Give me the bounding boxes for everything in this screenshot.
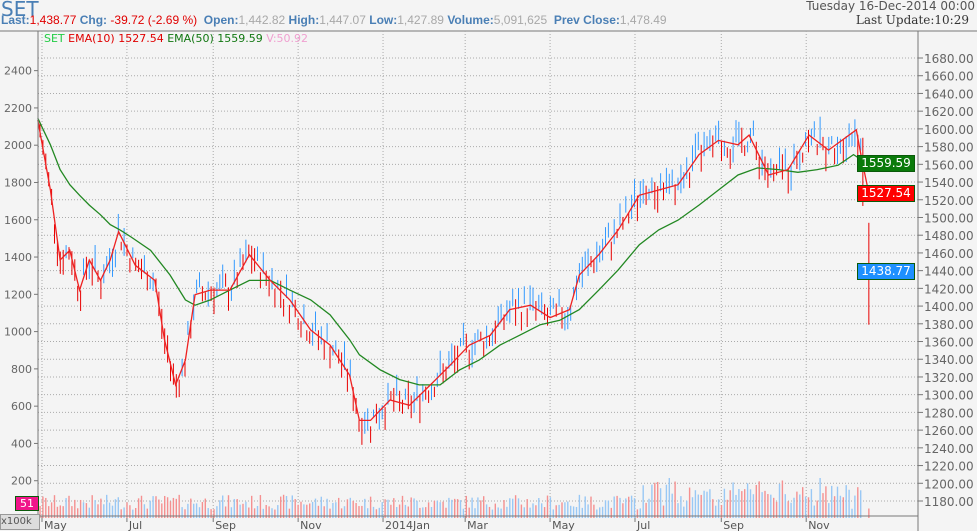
right-axis-label: 1640.00 <box>924 87 974 101</box>
right-axis-label: 1200.00 <box>924 477 974 491</box>
right-axis-label: 1400.00 <box>924 300 974 314</box>
left-axis-label: 1000 <box>4 326 32 339</box>
right-axis-label: 1600.00 <box>924 123 974 137</box>
x-axis-label: 2014Jan <box>385 519 430 531</box>
volume-label: Volume: <box>447 13 494 27</box>
left-axis-label: 1400 <box>4 251 32 264</box>
ema50-price-badge: 1559.59 <box>857 155 915 172</box>
left-axis-label: 600 <box>11 400 32 413</box>
prev-close-value: 1,478.49 <box>619 13 667 27</box>
chg-value: -39.72 (-2.69 %) <box>110 13 198 27</box>
last-value: 1,438.77 <box>29 13 77 27</box>
left-axis-label: 2200 <box>4 102 32 115</box>
right-axis-label: 1280.00 <box>924 406 974 420</box>
legend-ema10: EMA(10) 1527.54 <box>68 32 164 45</box>
x-axis-label: Sep <box>723 519 744 531</box>
low-label: Low: <box>369 13 398 27</box>
ema50-line <box>37 117 870 386</box>
x-axis-label: Nov <box>808 519 830 531</box>
left-axis-label: 2000 <box>4 139 32 152</box>
legend-ema50: EMA(50) 1559.59 <box>167 32 263 45</box>
right-axis-label: 1220.00 <box>924 460 974 474</box>
low-value: 1,427.89 <box>397 13 444 27</box>
plot-area <box>38 31 918 516</box>
open-value: 1,442.82 <box>238 13 286 27</box>
volume-badge: 51 <box>15 496 39 511</box>
high-value: 1,447.07 <box>319 13 366 27</box>
symbol-title: SET <box>1 0 39 21</box>
right-axis-label: 1440.00 <box>924 265 974 279</box>
right-axis-label: 1460.00 <box>924 247 974 261</box>
x-axis-label: Jul <box>636 519 650 531</box>
high-label: High: <box>288 13 320 27</box>
right-axis-label: 1240.00 <box>924 442 974 456</box>
right-axis-label: 1300.00 <box>924 389 974 403</box>
left-axis-label: 1800 <box>4 176 32 189</box>
right-axis-label: 1380.00 <box>924 318 974 332</box>
volume-unit-label: x100k <box>0 514 40 530</box>
right-axis-label: 1180.00 <box>924 495 974 509</box>
right-axis-label: 1340.00 <box>924 353 974 367</box>
ema10-line <box>37 119 870 422</box>
left-axis-label: 400 <box>11 437 32 450</box>
right-axis-label: 1420.00 <box>924 282 974 296</box>
right-axis-label: 1580.00 <box>924 141 974 155</box>
quote-date: Tuesday 16-Dec-2014 00:00 <box>806 0 975 13</box>
left-axis-label: 2400 <box>4 65 32 78</box>
right-axis-label: 1320.00 <box>924 371 974 385</box>
last-update: Last Update:10:29 <box>855 13 969 27</box>
right-axis-label: 1680.00 <box>924 52 974 66</box>
right-axis-label: 1560.00 <box>924 158 974 172</box>
left-axis-label: 200 <box>11 475 32 488</box>
legend-volume: V:50.92 <box>266 32 309 45</box>
ema10-price-badge: 1527.54 <box>857 185 915 202</box>
right-axis-label: 1660.00 <box>924 70 974 84</box>
quote-summary: Last:1,438.77 Chg: -39.72 (-2.69 %) Open… <box>1 13 667 27</box>
legend-symbol: SET <box>44 32 65 45</box>
right-axis-label: 1480.00 <box>924 229 974 243</box>
volume-value: 5,091,625 <box>493 13 548 27</box>
chg-label: Chg: <box>79 13 108 27</box>
x-axis-label: Jul <box>128 519 142 531</box>
x-axis-label: May <box>552 519 575 531</box>
x-axis-label: Nov <box>300 519 322 531</box>
prev-close-label: Prev Close: <box>553 13 620 27</box>
last-price-badge: 1438.77 <box>857 263 915 280</box>
right-axis-label: 1540.00 <box>924 176 974 190</box>
right-axis-label: 1500.00 <box>924 211 974 225</box>
last-label: Last: <box>1 13 30 27</box>
right-axis-label: 1520.00 <box>924 194 974 208</box>
left-axis-label: 1600 <box>4 214 32 227</box>
right-axis-label: 1260.00 <box>924 424 974 438</box>
left-axis-label: 800 <box>11 363 32 376</box>
x-axis-label: Sep <box>215 519 236 531</box>
x-axis-label: Mar <box>467 519 488 531</box>
left-axis-label: 1200 <box>4 288 32 301</box>
right-axis-label: 1360.00 <box>924 336 974 350</box>
chart-legend: SET EMA(10) 1527.54 EMA(50) 1559.59 V:50… <box>44 32 308 45</box>
open-label: Open: <box>203 13 239 27</box>
right-axis-label: 1620.00 <box>924 105 974 119</box>
x-axis-label: May <box>44 519 67 531</box>
